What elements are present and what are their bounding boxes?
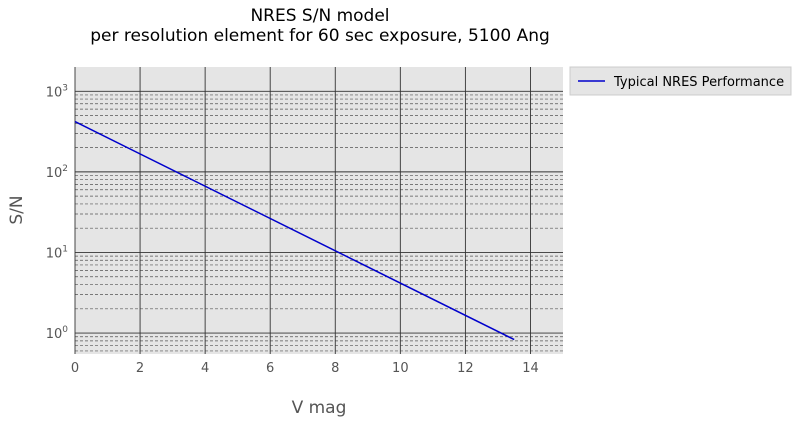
x-tick-labels: 0 2 4 6 8 10 12 14: [71, 361, 539, 376]
y-tick-label: 100: [46, 325, 69, 342]
legend: Typical NRES Performance: [569, 66, 792, 96]
y-tick-label: 102: [46, 164, 68, 181]
x-tick-label: 8: [331, 361, 339, 376]
series-line: [74, 120, 515, 341]
x-tick-label: 12: [457, 361, 474, 376]
y-tick-labels: 100 101 102 103: [46, 83, 69, 342]
x-axis-label: V mag: [292, 398, 347, 418]
plot-area: [75, 67, 563, 354]
y-axis-label: S/N: [7, 195, 27, 224]
x-tick-label: 4: [201, 361, 209, 376]
x-tick-label: 2: [136, 361, 144, 376]
legend-entry: Typical NRES Performance: [613, 75, 784, 90]
y-tick-label: 103: [46, 83, 68, 100]
x-tick-label: 6: [266, 361, 274, 376]
series-layer: [74, 120, 515, 341]
x-tick-label: 0: [71, 361, 79, 376]
chart-title: NRES S/N model: [250, 6, 389, 26]
major-gridlines: [74, 67, 563, 354]
chart-subtitle: per resolution element for 60 sec exposu…: [90, 26, 550, 46]
legend-box: [569, 66, 792, 96]
minor-gridlines: [75, 94, 563, 352]
x-tick-label: 14: [522, 361, 539, 376]
x-tick-label: 10: [392, 361, 409, 376]
y-tick-label: 101: [46, 244, 68, 261]
